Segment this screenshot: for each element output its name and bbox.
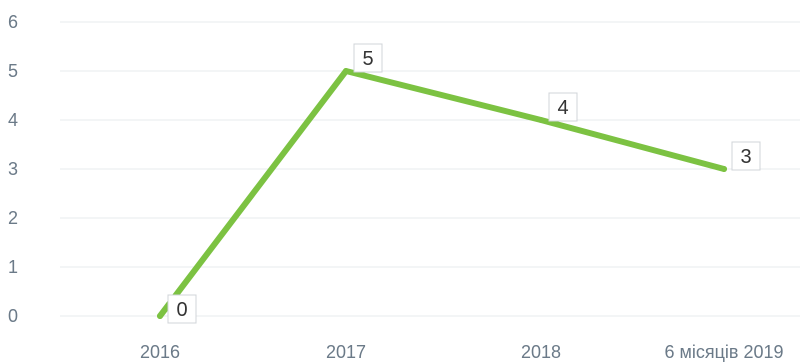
y-tick-label: 0 bbox=[8, 306, 18, 326]
x-tick-label: 6 місяців 2019 bbox=[664, 342, 783, 362]
gridlines bbox=[60, 21, 800, 317]
data-label: 5 bbox=[362, 48, 373, 70]
data-label-box bbox=[353, 43, 383, 73]
y-tick-label: 3 bbox=[8, 159, 18, 179]
data-label: 0 bbox=[176, 299, 187, 321]
series-line bbox=[157, 68, 727, 319]
data-point bbox=[721, 166, 727, 172]
y-axis-ticks: 0 1 2 3 4 5 6 bbox=[8, 12, 18, 326]
data-point bbox=[538, 117, 544, 123]
x-axis-ticks: 2016 2017 2018 6 місяців 2019 bbox=[140, 342, 784, 362]
data-label-box bbox=[167, 294, 197, 324]
data-labels: 0 5 4 3 bbox=[167, 43, 761, 324]
y-tick-label: 1 bbox=[8, 257, 18, 277]
y-tick-label: 6 bbox=[8, 12, 18, 32]
y-tick-label: 5 bbox=[8, 61, 18, 81]
series-line-path bbox=[157, 68, 727, 319]
data-label-box bbox=[548, 92, 578, 122]
x-tick-label: 2018 bbox=[521, 342, 561, 362]
data-point bbox=[343, 68, 349, 74]
y-tick-label: 4 bbox=[8, 110, 18, 130]
y-tick-label: 2 bbox=[8, 208, 18, 228]
x-tick-label: 2016 bbox=[140, 342, 180, 362]
data-label: 4 bbox=[557, 97, 568, 119]
data-label: 3 bbox=[740, 146, 751, 168]
data-label-box bbox=[731, 141, 761, 171]
x-tick-label: 2017 bbox=[326, 342, 366, 362]
data-point bbox=[157, 313, 163, 319]
